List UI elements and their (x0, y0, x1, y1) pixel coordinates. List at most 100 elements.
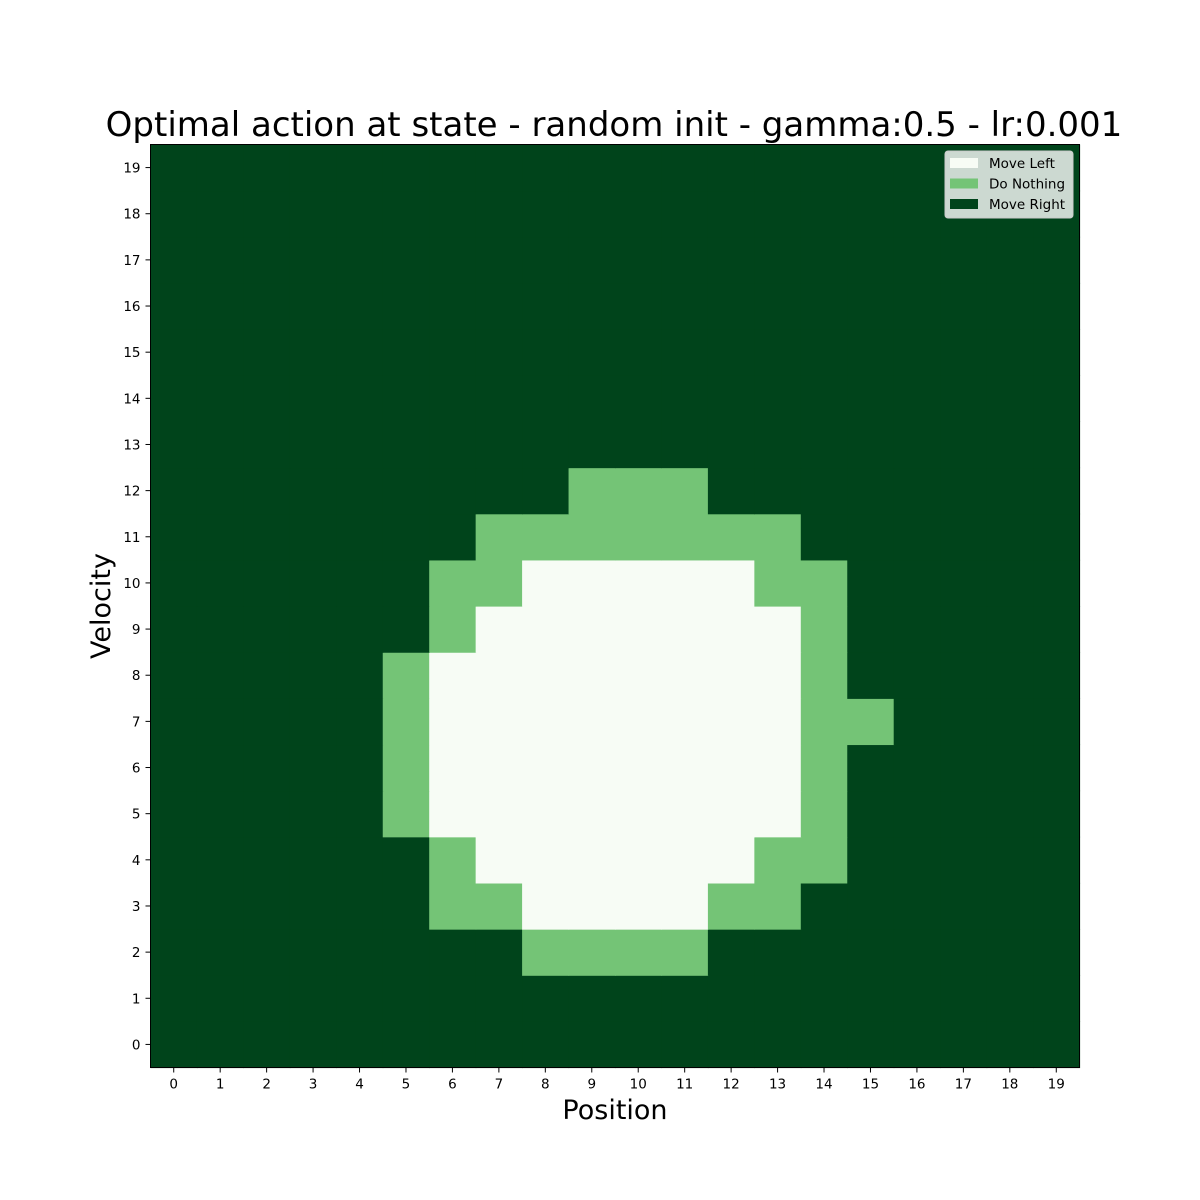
x-tick-label: 3 (309, 1077, 318, 1093)
heatmap-cell (754, 790, 802, 838)
heatmap-cell (1033, 513, 1081, 561)
heatmap-cell (196, 929, 244, 976)
x-tick-label: 14 (815, 1077, 832, 1093)
heatmap-cell (800, 513, 848, 561)
heatmap-cell (707, 282, 755, 330)
heatmap-cell (940, 467, 988, 515)
heatmap-cell (661, 282, 709, 330)
y-tick-label: 8 (132, 668, 141, 684)
heatmap-cell (475, 975, 523, 1022)
heatmap-cell (986, 375, 1034, 422)
heatmap-cell (661, 329, 709, 376)
heatmap-cell (429, 929, 477, 976)
heatmap-cell (1033, 1021, 1081, 1069)
heatmap-cell (754, 836, 802, 884)
heatmap-cell (336, 329, 384, 376)
heatmap-cell (1033, 467, 1081, 515)
heatmap-cell (289, 744, 337, 792)
heatmap-cell (661, 421, 709, 469)
heatmap-cell (800, 282, 848, 330)
heatmap-cell (1033, 652, 1081, 699)
heatmap-cell (800, 375, 848, 422)
heatmap-cell (615, 375, 663, 422)
heatmap-cell (196, 606, 244, 653)
heatmap-cell (289, 513, 337, 561)
heatmap-cell (196, 559, 244, 607)
heatmap-cell (940, 652, 988, 699)
heatmap-cell (754, 698, 802, 746)
heatmap-cell (522, 559, 570, 607)
heatmap-cell (150, 329, 198, 376)
heatmap-cell (800, 744, 848, 792)
heatmap-cell (522, 606, 570, 653)
heatmap-cell (429, 190, 477, 238)
heatmap-cell (707, 790, 755, 838)
heatmap-cell (382, 836, 430, 884)
heatmap-cell (429, 467, 477, 515)
heatmap-cell (847, 467, 895, 515)
heatmap-cell (196, 790, 244, 838)
heatmap-cell (754, 882, 802, 930)
heatmap-cell (707, 190, 755, 238)
heatmap-cell (754, 1021, 802, 1069)
heatmap-cell (707, 1021, 755, 1069)
heatmap-cell (800, 698, 848, 746)
heatmap-cell (150, 375, 198, 422)
heatmap-cell (615, 282, 663, 330)
heatmap-cell (243, 421, 291, 469)
heatmap-cell (475, 467, 523, 515)
heatmap-cell (150, 882, 198, 930)
heatmap-cell (243, 375, 291, 422)
heatmap-cell (475, 329, 523, 376)
heatmap-cell (289, 790, 337, 838)
heatmap-cell (382, 1021, 430, 1069)
heatmap-cell (382, 236, 430, 284)
heatmap-cell (661, 790, 709, 838)
heatmap-cell (707, 375, 755, 422)
heatmap-cell (940, 513, 988, 561)
y-tick-label: 11 (123, 530, 140, 546)
y-tick-label: 3 (132, 899, 141, 915)
x-tick-label: 18 (1001, 1077, 1018, 1093)
heatmap-cell (289, 467, 337, 515)
heatmap-cell (986, 513, 1034, 561)
heatmap-cell (382, 744, 430, 792)
heatmap-cell (986, 882, 1034, 930)
heatmap-cell (475, 1021, 523, 1069)
heatmap-cell (150, 606, 198, 653)
heatmap-cell (289, 559, 337, 607)
heatmap-cell (568, 329, 616, 376)
heatmap-cell (754, 744, 802, 792)
heatmap-cell (522, 652, 570, 699)
heatmap-cell (475, 282, 523, 330)
heatmap-cell (289, 882, 337, 930)
heatmap-cells (150, 144, 1081, 1069)
heatmap-cell (150, 236, 198, 284)
heatmap-cell (429, 282, 477, 330)
heatmap-cell (847, 236, 895, 284)
heatmap-cell (150, 744, 198, 792)
heatmap-cell (522, 929, 570, 976)
heatmap-cell (289, 929, 337, 976)
heatmap-cell (986, 329, 1034, 376)
heatmap-cell (847, 698, 895, 746)
heatmap-cell (475, 421, 523, 469)
heatmap-cell (707, 652, 755, 699)
heatmap-cell (522, 744, 570, 792)
heatmap-cell (707, 698, 755, 746)
heatmap-cell (429, 698, 477, 746)
heatmap-cell (847, 1021, 895, 1069)
heatmap-cell (382, 375, 430, 422)
heatmap-cell (893, 790, 941, 838)
heatmap-cell (661, 1021, 709, 1069)
heatmap-cell (800, 1021, 848, 1069)
heatmap-cell (615, 421, 663, 469)
heatmap-cell (1033, 698, 1081, 746)
heatmap-cell (940, 1021, 988, 1069)
heatmap-cell (382, 559, 430, 607)
heatmap-cell (289, 652, 337, 699)
heatmap-cell (150, 144, 198, 192)
heatmap-cell (243, 467, 291, 515)
heatmap-cell (847, 375, 895, 422)
heatmap-cell (429, 975, 477, 1022)
